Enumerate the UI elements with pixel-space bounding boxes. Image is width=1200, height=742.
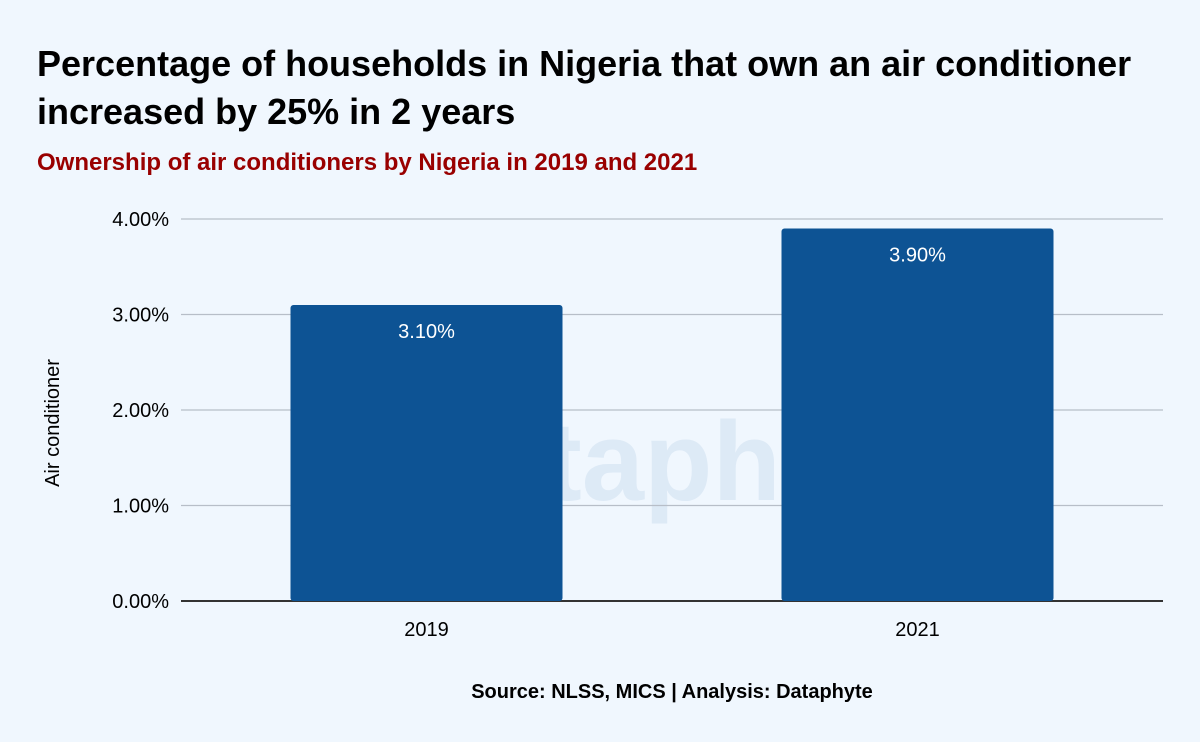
bar-2021: [781, 228, 1054, 602]
bar-2019: [290, 304, 563, 601]
x-tick-label: 2021: [895, 619, 940, 641]
data-label-2021: 3.90%: [889, 245, 946, 267]
x-tick-label: 2019: [404, 619, 449, 641]
chart-title: Percentage of households in Nigeria that…: [37, 43, 1132, 132]
y-tick-label: 2.00%: [112, 400, 169, 422]
source-note: Source: NLSS, MICS | Analysis: Dataphyte: [471, 681, 873, 703]
y-axis-label: Air conditioner: [42, 359, 64, 487]
y-tick-label: 4.00%: [112, 209, 169, 231]
y-tick-label: 1.00%: [112, 496, 169, 518]
data-label-2019: 3.10%: [398, 321, 455, 343]
y-tick-label: 3.00%: [112, 305, 169, 327]
y-tick-label: 0.00%: [112, 591, 169, 613]
y-axis-ticks: 0.00% 1.00% 2.00% 3.00% 4.00%: [112, 209, 169, 613]
chart-subtitle: Ownership of air conditioners by Nigeria…: [37, 149, 698, 176]
x-axis-ticks: 2019 2021: [404, 619, 940, 641]
bars: 3.10% 3.90%: [290, 228, 1054, 602]
